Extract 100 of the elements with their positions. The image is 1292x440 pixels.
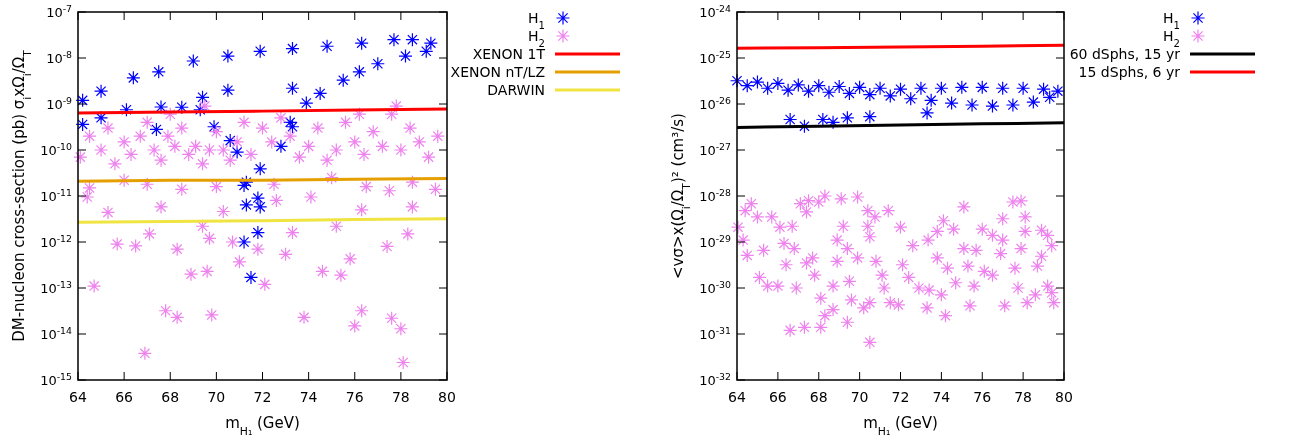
- x-tick-label: 70: [207, 389, 226, 405]
- y-tick-label: 10$^{-14}$: [40, 324, 73, 342]
- x-tick-label: 68: [809, 389, 828, 405]
- point: [195, 90, 210, 105]
- y-tick-label: 10$^{-7}$: [46, 2, 73, 20]
- point: [186, 53, 201, 69]
- point: [285, 41, 300, 56]
- point: [370, 56, 385, 71]
- point: [1016, 81, 1031, 96]
- point: [283, 115, 298, 130]
- point: [398, 49, 413, 64]
- point: [1050, 84, 1065, 99]
- point: [236, 234, 252, 250]
- point: [253, 161, 268, 176]
- legend-label: DARWIN: [487, 82, 545, 98]
- y-tick-label: 10$^{-8}$: [46, 48, 73, 66]
- y-tick-label: 10$^{-10}$: [40, 140, 73, 158]
- y-tick-label: 10$^{-11}$: [40, 186, 73, 204]
- point: [149, 122, 164, 137]
- point: [797, 119, 812, 134]
- y-tick-label: 10$^{-32}$: [699, 370, 732, 388]
- x-tick-label: 80: [1055, 389, 1073, 405]
- point: [93, 84, 109, 99]
- point: [336, 73, 351, 88]
- point: [230, 145, 245, 160]
- point: [243, 270, 259, 285]
- y-tick-label: 10$^{-12}$: [40, 232, 73, 250]
- x-tick-label: 70: [850, 389, 869, 405]
- point: [151, 64, 166, 79]
- point: [903, 91, 918, 106]
- point: [1036, 82, 1051, 97]
- point: [273, 139, 289, 154]
- point: [995, 81, 1010, 96]
- point: [386, 32, 402, 47]
- y-tick-label: 10$^{-26}$: [699, 94, 732, 112]
- x-tick-label: 74: [299, 389, 318, 405]
- point: [220, 49, 236, 64]
- legend-label: H$_{2}$: [528, 28, 545, 49]
- point: [319, 39, 335, 54]
- point: [419, 44, 434, 59]
- x-tick-label: 72: [253, 389, 272, 405]
- x-tick-label: 68: [161, 389, 180, 405]
- point: [285, 81, 300, 96]
- point: [975, 80, 990, 95]
- point: [964, 97, 980, 113]
- legend-label: H$_{1}$: [528, 10, 545, 31]
- point: [913, 81, 929, 96]
- point: [75, 117, 90, 132]
- x-tick-label: 66: [115, 389, 134, 405]
- point: [985, 99, 1000, 114]
- point: [840, 110, 855, 125]
- legend-label: XENON 1T: [472, 46, 546, 62]
- x-tick-label: 76: [973, 389, 992, 405]
- point: [193, 102, 208, 117]
- point: [783, 112, 798, 127]
- point: [174, 100, 189, 115]
- point: [313, 86, 328, 101]
- x-tick-label: 80: [438, 389, 456, 405]
- point: [220, 83, 236, 98]
- y-tick-label: 10$^{-15}$: [40, 370, 73, 388]
- x-tick-label: 66: [768, 389, 787, 405]
- point: [352, 64, 367, 79]
- point: [223, 133, 238, 148]
- point: [954, 80, 969, 95]
- point: [126, 70, 141, 85]
- x-axis-title: m$_{H₁}$ (GeV): [863, 414, 938, 438]
- x-tick-label: 64: [69, 389, 87, 405]
- y-tick-label: 10$^{-25}$: [699, 48, 732, 66]
- x-tick-label: 72: [891, 389, 910, 405]
- x-tick-label: 78: [1014, 389, 1033, 405]
- y-tick-label: 10$^{-28}$: [699, 186, 732, 204]
- point: [934, 81, 949, 96]
- point: [729, 73, 745, 88]
- y-tick-label: 10$^{-27}$: [699, 140, 732, 158]
- point: [1026, 95, 1041, 110]
- legend-label: 15 dSphs, 6 yr: [1078, 64, 1181, 80]
- point: [1042, 90, 1057, 105]
- point: [815, 112, 830, 127]
- legend-label: H$_{2}$: [1163, 28, 1180, 49]
- y-tick-label: 10$^{-24}$: [699, 2, 732, 20]
- point: [423, 36, 438, 51]
- point: [299, 95, 314, 111]
- point: [206, 119, 222, 134]
- legend-label: 60 dSphs, 15 yr: [1069, 46, 1181, 62]
- legend-label: XENON nT/LZ: [450, 64, 545, 80]
- y-tick-label: 10$^{-13}$: [40, 278, 73, 296]
- point: [253, 44, 268, 59]
- x-tick-label: 78: [391, 389, 410, 405]
- x-tick-label: 74: [932, 389, 951, 405]
- point: [354, 36, 369, 51]
- point: [285, 119, 300, 134]
- y-tick-label: 10$^{-31}$: [699, 324, 732, 342]
- point: [119, 102, 134, 117]
- x-tick-label: 76: [345, 389, 364, 405]
- x-axis-title: m$_{H₁}$ (GeV): [225, 414, 300, 438]
- point: [944, 95, 959, 111]
- legend-label: H$_{1}$: [1163, 10, 1180, 31]
- point: [250, 225, 265, 240]
- point: [919, 105, 935, 121]
- point: [825, 115, 841, 130]
